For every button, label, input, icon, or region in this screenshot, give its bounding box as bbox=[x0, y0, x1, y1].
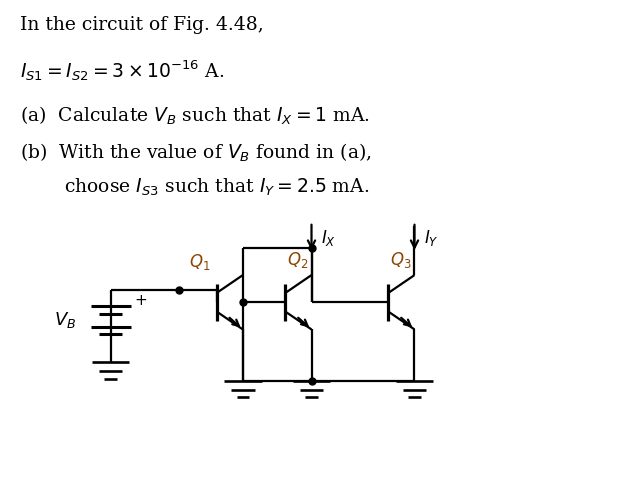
Text: In the circuit of Fig. 4.48,: In the circuit of Fig. 4.48, bbox=[20, 16, 264, 34]
Text: $Q_3$: $Q_3$ bbox=[389, 250, 411, 270]
Text: choose $I_{S3}$ such that $I_Y = 2.5$ mA.: choose $I_{S3}$ such that $I_Y = 2.5$ mA… bbox=[64, 177, 369, 198]
Text: $V_B$: $V_B$ bbox=[54, 310, 76, 329]
Text: (a)  Calculate $V_B$ such that $I_X = 1$ mA.: (a) Calculate $V_B$ such that $I_X = 1$ … bbox=[20, 105, 370, 127]
Text: +: + bbox=[134, 293, 147, 308]
Text: $I_X$: $I_X$ bbox=[322, 228, 337, 248]
Text: $Q_1$: $Q_1$ bbox=[189, 252, 211, 272]
Text: $I_Y$: $I_Y$ bbox=[424, 228, 440, 248]
Text: $I_{S1} = I_{S2} = 3 \times 10^{-16}$ A.: $I_{S1} = I_{S2} = 3 \times 10^{-16}$ A. bbox=[20, 58, 224, 83]
Text: (b)  With the value of $V_B$ found in (a),: (b) With the value of $V_B$ found in (a)… bbox=[20, 142, 372, 164]
Text: $Q_2$: $Q_2$ bbox=[287, 250, 308, 270]
